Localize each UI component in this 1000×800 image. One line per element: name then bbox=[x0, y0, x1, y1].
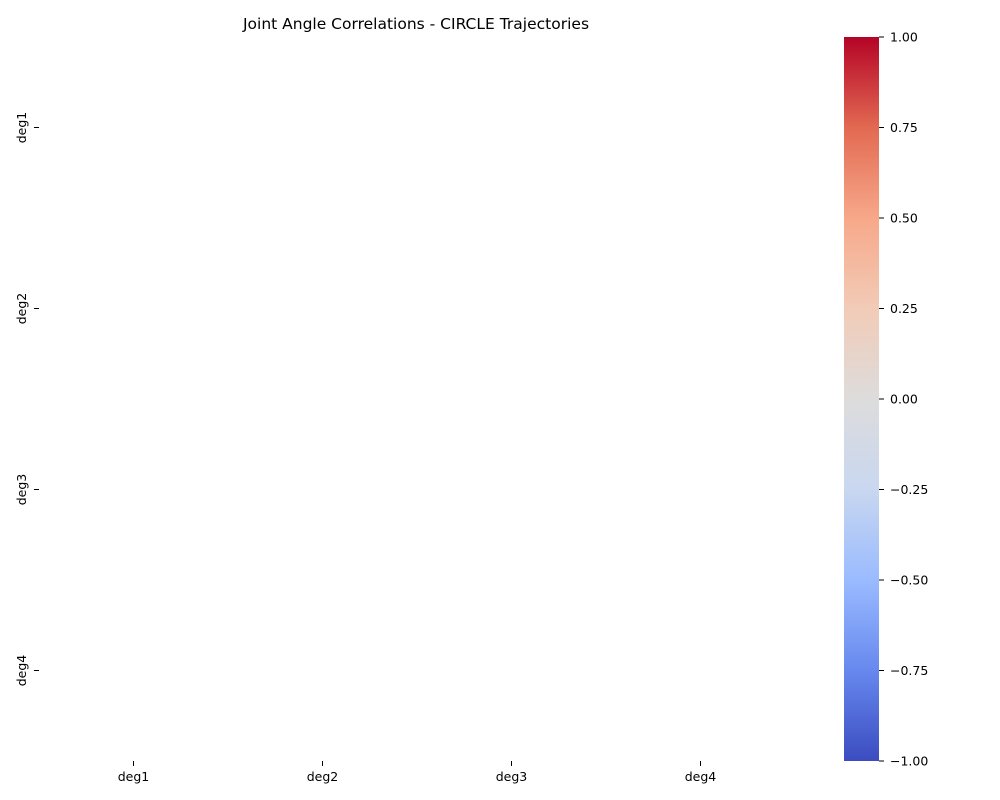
colorbar-tick-label: 1.00 bbox=[890, 30, 918, 45]
heatmap-cell bbox=[39, 37, 228, 218]
y-tick-label: deg1 bbox=[14, 112, 29, 144]
heatmap-cell bbox=[228, 399, 417, 580]
colorbar-tick-label: 0.25 bbox=[890, 301, 918, 316]
y-tick-label: deg4 bbox=[14, 655, 29, 687]
heatmap-cell bbox=[228, 218, 417, 399]
heatmap-cell bbox=[417, 218, 606, 399]
heatmap-cell bbox=[39, 580, 228, 761]
colorbar-tick-label: −0.50 bbox=[890, 573, 928, 588]
heatmap-cell bbox=[39, 218, 228, 399]
heatmap-cell bbox=[417, 37, 606, 218]
heatmap-cell bbox=[228, 580, 417, 761]
y-axis: deg1 deg2 deg3 deg4 bbox=[14, 112, 39, 687]
heatmap-cell bbox=[417, 580, 606, 761]
colorbar bbox=[844, 37, 879, 761]
x-tick-label: deg3 bbox=[496, 769, 528, 784]
colorbar-tick-label: 0.00 bbox=[890, 392, 918, 407]
heatmap-cell bbox=[417, 399, 606, 580]
heatmap-cell bbox=[606, 399, 795, 580]
y-tick-label: deg2 bbox=[14, 293, 29, 325]
x-tick-label: deg2 bbox=[307, 769, 339, 784]
colorbar-tick-label: 0.50 bbox=[890, 211, 918, 226]
y-tick-label: deg3 bbox=[14, 474, 29, 506]
heatmap-cell bbox=[39, 399, 228, 580]
colorbar-tick-label: −0.75 bbox=[890, 663, 928, 678]
x-tick-label: deg1 bbox=[118, 769, 150, 784]
heatmap-cell bbox=[228, 37, 417, 218]
heatmap-plot-area bbox=[39, 37, 795, 761]
colorbar-tick-label: −0.25 bbox=[890, 482, 928, 497]
chart-title: Joint Angle Correlations - CIRCLE Trajec… bbox=[242, 15, 589, 33]
colorbar-tick-label: 0.75 bbox=[890, 120, 918, 135]
heatmap-cell bbox=[606, 218, 795, 399]
colorbar-axis: 1.00 0.75 0.50 0.25 0.00 −0.25 −0.50 −0.75 −1.00 bbox=[879, 30, 928, 769]
x-axis: deg1 deg2 deg3 deg4 bbox=[118, 761, 717, 784]
heatmap-cell bbox=[606, 580, 795, 761]
x-tick-label: deg4 bbox=[685, 769, 717, 784]
heatmap-cell bbox=[606, 37, 795, 218]
colorbar-tick-label: −1.00 bbox=[890, 754, 928, 769]
